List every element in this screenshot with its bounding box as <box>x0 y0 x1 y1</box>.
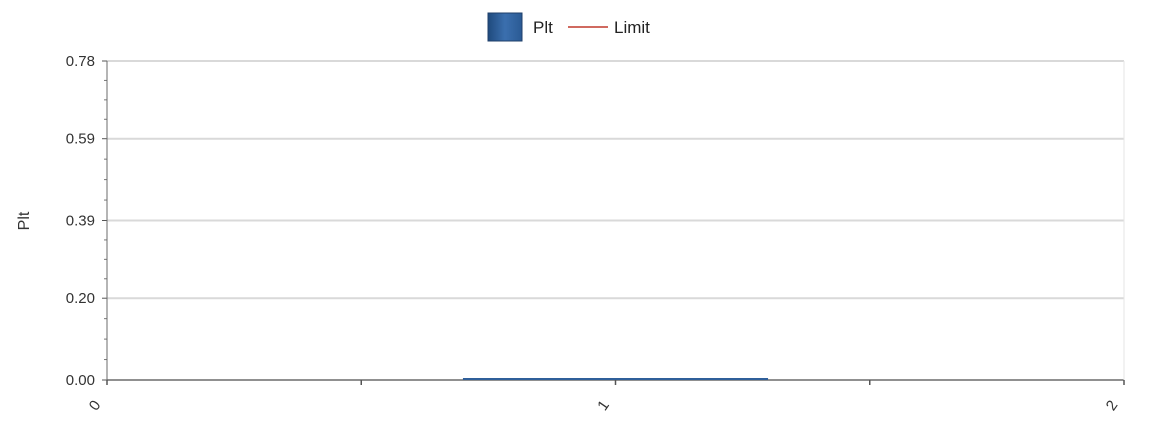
y-tick-label: 0.78 <box>66 53 95 70</box>
grid-layer <box>107 60 1124 300</box>
y-tick-label: 0.00 <box>66 372 95 389</box>
y-tick-label: 0.20 <box>66 290 95 307</box>
legend-label-plt: Plt <box>533 18 553 37</box>
legend-swatch-plt <box>487 12 523 42</box>
y-tick-label: 0.59 <box>66 131 95 148</box>
legend: Plt Limit <box>487 12 650 42</box>
y-tick-label: 0.39 <box>66 213 95 230</box>
bar-plt <box>462 378 769 380</box>
y-axis-title: Plt <box>16 211 33 230</box>
legend-label-limit: Limit <box>614 18 650 37</box>
x-tick-label: 0 <box>86 397 105 414</box>
labels-layer: 0.00 0.20 0.39 0.59 0.78 0 1 2 <box>66 53 1122 414</box>
x-tick-label: 2 <box>1103 397 1122 414</box>
marks-layer <box>462 378 769 380</box>
x-tick-label: 1 <box>594 397 613 414</box>
axes-layer <box>102 60 1125 385</box>
